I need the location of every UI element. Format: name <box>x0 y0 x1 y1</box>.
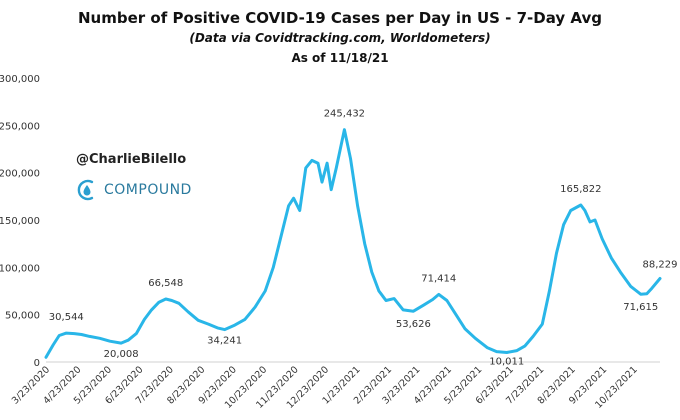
data-label: 10,011 <box>489 357 524 368</box>
annotation-layer: 30,544 20,008 66,548 34,241 245,432 53,626 71,… <box>49 109 678 368</box>
data-label: 30,544 <box>49 312 84 323</box>
y-tick-label: 0 <box>34 358 40 369</box>
data-label: 20,008 <box>104 349 139 360</box>
brand-logo: COMPOUND <box>76 178 192 202</box>
chart-as-of: As of 11/18/21 <box>291 51 389 65</box>
y-tick-label: 300,000 <box>0 74 40 85</box>
data-label: 71,615 <box>623 302 658 313</box>
data-label: 66,548 <box>148 278 183 289</box>
y-tick-label: 100,000 <box>0 263 40 274</box>
brand-name: COMPOUND <box>104 182 192 198</box>
x-axis: 3/23/20204/23/20205/23/20206/23/20207/23… <box>10 361 660 411</box>
series-line <box>44 128 662 359</box>
data-label: 71,414 <box>421 273 456 284</box>
y-tick-label: 150,000 <box>0 216 40 227</box>
y-tick-label: 50,000 <box>5 311 40 322</box>
series-layer <box>44 128 662 359</box>
data-label: 34,241 <box>207 336 242 347</box>
y-tick-label: 250,000 <box>0 121 40 132</box>
compound-logo-icon <box>77 179 94 201</box>
data-label: 245,432 <box>324 109 365 120</box>
chart-subtitle: (Data via Covidtracking.com, Worldometer… <box>189 31 491 45</box>
y-axis: 0 50,000 100,000 150,000 200,000 250,000 300,0… <box>0 74 40 369</box>
data-label: 53,626 <box>396 319 431 330</box>
y-tick-label: 200,000 <box>0 169 40 180</box>
data-label: 88,229 <box>643 259 678 270</box>
chart-title: Number of Positive COVID-19 Cases per Da… <box>78 9 602 27</box>
watermark: @CharlieBilello <box>76 152 187 167</box>
data-label: 165,822 <box>560 184 601 195</box>
